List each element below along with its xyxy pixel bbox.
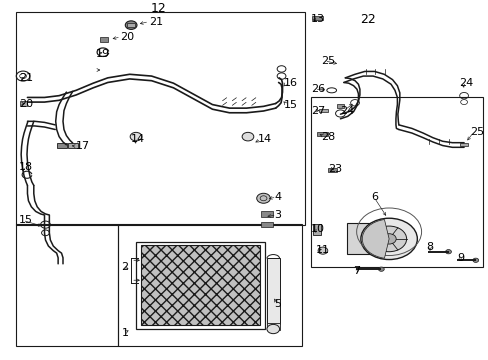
Bar: [260, 211, 273, 217]
Text: 10: 10: [310, 224, 325, 234]
Bar: [100, 36, 108, 42]
Text: 1: 1: [121, 328, 128, 338]
Bar: [459, 143, 467, 146]
Text: 15: 15: [19, 215, 33, 225]
Text: 26: 26: [310, 84, 325, 94]
Bar: [310, 97, 482, 267]
Text: 13: 13: [310, 14, 325, 24]
Text: 21: 21: [149, 17, 163, 27]
Bar: [327, 168, 336, 172]
Circle shape: [130, 132, 142, 141]
Text: 3: 3: [274, 210, 281, 220]
Text: 16: 16: [284, 78, 297, 88]
Bar: [16, 224, 117, 346]
Text: 20: 20: [120, 32, 134, 42]
Text: 27: 27: [310, 105, 325, 116]
Text: 7: 7: [353, 266, 360, 276]
Circle shape: [317, 247, 327, 254]
Circle shape: [242, 132, 253, 141]
Bar: [346, 223, 386, 254]
Bar: [266, 323, 279, 330]
Circle shape: [266, 324, 279, 334]
Text: 11: 11: [315, 244, 329, 255]
Bar: [136, 242, 264, 329]
Bar: [318, 109, 327, 112]
Text: 9: 9: [456, 253, 464, 263]
Text: 4: 4: [274, 192, 281, 202]
Bar: [336, 104, 344, 108]
Bar: [266, 258, 279, 324]
Text: 17: 17: [76, 141, 90, 151]
Circle shape: [472, 258, 478, 262]
Text: 5: 5: [274, 299, 281, 309]
Text: 18: 18: [19, 162, 33, 172]
Circle shape: [125, 21, 137, 30]
Text: 22: 22: [360, 13, 375, 26]
Bar: [260, 222, 273, 228]
Circle shape: [371, 226, 406, 252]
Text: 8: 8: [426, 242, 433, 252]
Bar: [311, 15, 322, 21]
Bar: [118, 224, 302, 346]
Text: 15: 15: [284, 100, 297, 109]
Circle shape: [256, 193, 270, 203]
Text: 14: 14: [257, 134, 271, 144]
Text: 12: 12: [151, 2, 166, 15]
Text: 25: 25: [469, 127, 484, 137]
Circle shape: [445, 249, 450, 254]
Bar: [312, 224, 321, 235]
Text: 23: 23: [327, 164, 341, 174]
Bar: [20, 102, 27, 105]
Text: 14: 14: [131, 134, 145, 144]
Circle shape: [360, 218, 416, 260]
Text: 21: 21: [19, 73, 33, 83]
Bar: [16, 12, 305, 225]
Bar: [141, 245, 260, 325]
Circle shape: [378, 267, 384, 271]
Text: 25: 25: [320, 56, 334, 66]
Bar: [127, 23, 135, 27]
Text: 6: 6: [371, 192, 378, 202]
Text: 24: 24: [458, 78, 472, 88]
Bar: [316, 132, 327, 136]
Text: 28: 28: [320, 132, 335, 141]
Text: 2: 2: [121, 262, 128, 273]
Bar: [68, 143, 78, 148]
Text: 24: 24: [340, 105, 354, 116]
Circle shape: [381, 234, 395, 244]
Text: 19: 19: [96, 49, 109, 59]
Wedge shape: [362, 220, 388, 258]
Bar: [57, 143, 67, 148]
Text: 20: 20: [19, 99, 33, 108]
